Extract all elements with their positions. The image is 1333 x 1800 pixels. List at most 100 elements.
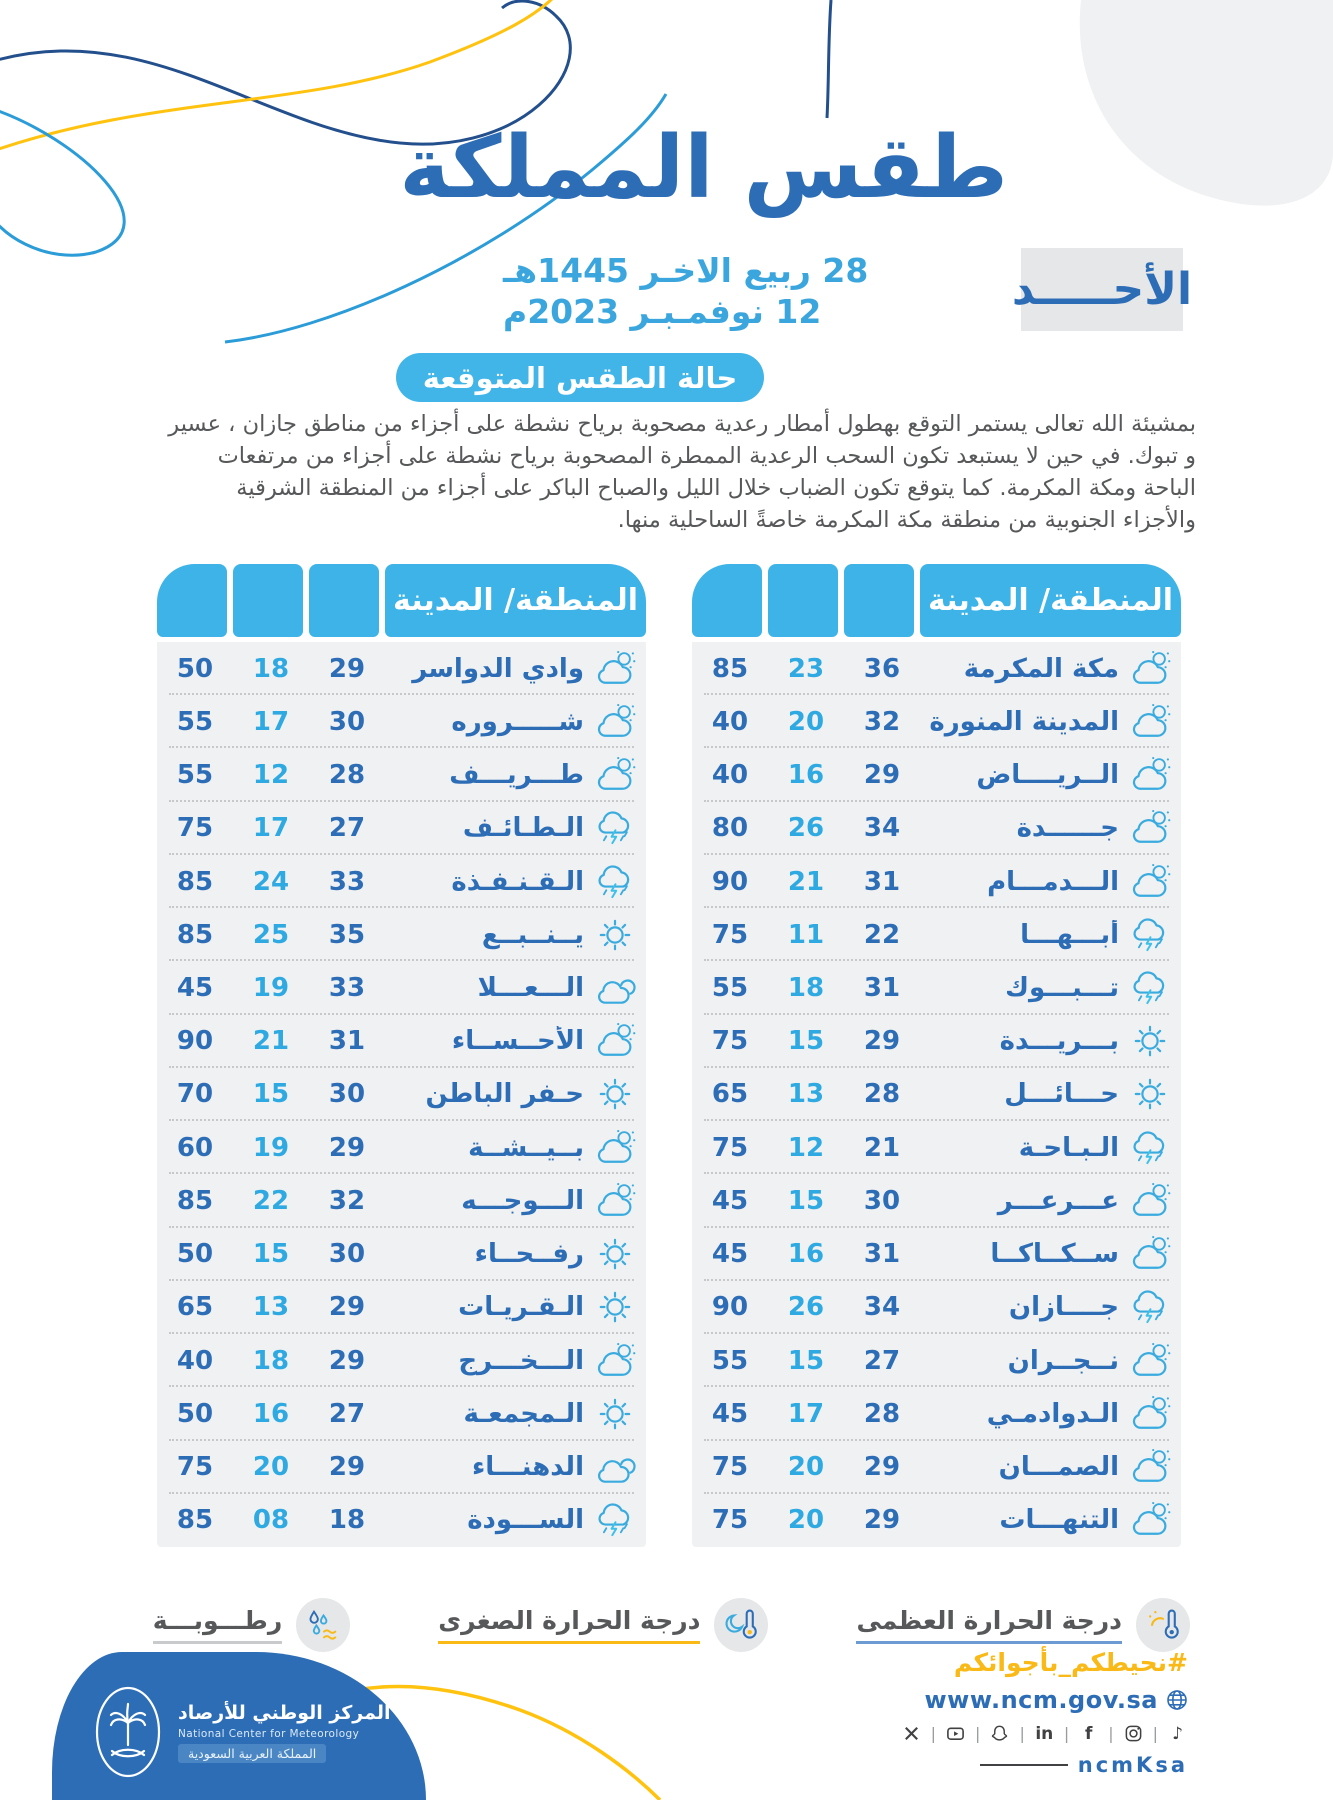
- city-name: رفــحــاء: [474, 1239, 584, 1270]
- globe-icon: [1167, 1690, 1187, 1710]
- max-temp-header: [844, 564, 917, 641]
- city-name: بــيــشــة: [468, 1132, 584, 1163]
- ncm-name-english: National Center for Meteorology: [178, 1727, 360, 1740]
- table-row: تـــبـــوك 31 18 55: [692, 961, 1181, 1015]
- table-row: ســكــاكــا 31 16 45: [692, 1228, 1181, 1282]
- min-temp-value: 20: [252, 1452, 290, 1483]
- table-row: شـــــروره 30 17 55: [157, 695, 646, 749]
- table-row: رفــحــاء 30 15 50: [157, 1228, 646, 1282]
- x-icon: [901, 1723, 922, 1744]
- humidity-value: 50: [176, 653, 214, 684]
- tiktok-icon: ♪: [1172, 1723, 1183, 1744]
- max-temp-value: 29: [328, 653, 366, 684]
- table-row: طـــريـــف 28 12 55: [157, 748, 646, 802]
- storm-icon: [1119, 913, 1181, 957]
- humidity-header: [157, 564, 227, 642]
- humidity-value: 40: [176, 1345, 214, 1376]
- day-badge: الأحـــــد: [1012, 248, 1192, 331]
- city-name: الـبـاحـة: [1018, 1132, 1119, 1163]
- min-temp-header: [233, 564, 306, 641]
- humidity-value: 85: [176, 1505, 214, 1536]
- city-name: جــــــدة: [1016, 813, 1119, 844]
- storm-icon: [584, 806, 646, 850]
- city-name: الأحــســاء: [451, 1026, 584, 1057]
- instagram-icon: [1123, 1723, 1144, 1744]
- max-temp-value: 31: [328, 1026, 366, 1057]
- partly-cloudy-icon: [584, 1019, 646, 1063]
- table-row: الصمـــان 29 20 75: [692, 1441, 1181, 1494]
- storm-icon: [584, 860, 646, 904]
- max-temp-value: 30: [328, 1239, 366, 1270]
- city-name: يــنــبــع: [481, 919, 584, 950]
- table-row: الـقـنـفـذة 33 24 85: [157, 855, 646, 909]
- date-hijri: 28 ربيع الاخـر 1445هـ: [503, 251, 869, 290]
- max-temp-value: 29: [863, 1026, 901, 1057]
- max-temp-value: 35: [328, 919, 366, 950]
- partly-cloudy-icon: [1119, 1232, 1181, 1276]
- max-temp-value: 27: [328, 813, 366, 844]
- ncm-country: المملكة العربية السعودية: [178, 1743, 327, 1763]
- partly-cloudy-icon: [1119, 806, 1181, 850]
- min-temp-value: 19: [252, 1132, 290, 1163]
- table-row: الـــخـــرج 29 18 40: [157, 1334, 646, 1388]
- min-temp-value: 18: [252, 1345, 290, 1376]
- max-temp-value: 31: [863, 1239, 901, 1270]
- humidity-value: 55: [711, 973, 749, 1004]
- table-row: الـقـريـات 29 13 65: [157, 1281, 646, 1335]
- partly-cloudy-icon: [1119, 647, 1181, 691]
- min-temp-header: [768, 564, 841, 641]
- min-temp-value: 15: [787, 1026, 825, 1057]
- table-row: بــيــشــة 29 19 60: [157, 1121, 646, 1175]
- humidity-value: 55: [711, 1345, 749, 1376]
- min-temp-value: 19: [252, 973, 290, 1004]
- max-temp-value: 33: [328, 973, 366, 1004]
- table-row: وادي الدواسر 29 18 50: [157, 642, 646, 696]
- partly-cloudy-icon: [584, 1339, 646, 1383]
- max-temp-value: 28: [863, 1079, 901, 1110]
- separator: |: [975, 1724, 981, 1743]
- humidity-value: 90: [711, 866, 749, 897]
- legend-min-temp: درجة الحرارة الصغرى: [438, 1598, 769, 1652]
- humidity-value: 75: [711, 1452, 749, 1483]
- humidity-value: 45: [711, 1185, 749, 1216]
- max-temp-value: 29: [328, 1292, 366, 1323]
- humidity-value: 80: [711, 813, 749, 844]
- city-name: شـــــروره: [451, 706, 584, 737]
- social-icons-row: | | | in | f | | ♪: [901, 1723, 1188, 1744]
- humidity-value: 65: [711, 1079, 749, 1110]
- max-temp-value: 29: [328, 1345, 366, 1376]
- website-row: www.ncm.gov.sa: [925, 1686, 1189, 1714]
- city-name: الـدوادمـي: [986, 1398, 1119, 1429]
- partly-cloudy-icon: [584, 647, 646, 691]
- city-name: تـــبـــوك: [1005, 973, 1119, 1004]
- min-temp-value: 21: [787, 866, 825, 897]
- max-temp-value: 36: [863, 653, 901, 684]
- table-row: الســـودة 18 08 85: [157, 1494, 646, 1547]
- humidity-value: 55: [176, 760, 214, 791]
- humidity-drops-icon: [296, 1598, 351, 1652]
- min-temp-value: 13: [787, 1079, 825, 1110]
- forecast-paragraph: بمشيئة الله تعالى يستمر التوقع بهطول أمط…: [168, 411, 1196, 533]
- min-temp-value: 25: [252, 919, 290, 950]
- thermometer-sun-icon: [1136, 1598, 1190, 1652]
- max-temp-value: 32: [328, 1185, 366, 1216]
- min-temp-value: 26: [787, 813, 825, 844]
- secondary-weather-table: المنطقة/ المدينة وادي الدواسر 29 18 50: [157, 564, 646, 1547]
- humidity-value: 40: [711, 760, 749, 791]
- table-row: الـطـائـف 27 17 75: [157, 802, 646, 856]
- max-temp-value: 27: [863, 1345, 901, 1376]
- storm-icon: [584, 1498, 646, 1542]
- sunny-icon: [584, 1285, 646, 1329]
- date-block: 28 ربيع الاخـر 1445هـ 12 نوفمـبـر 2023م: [503, 250, 1003, 333]
- table-header: المنطقة/ المدينة: [692, 564, 1181, 642]
- max-temp-value: 22: [863, 919, 901, 950]
- humidity-value: 40: [711, 706, 749, 737]
- city-name: التنهـــات: [999, 1505, 1119, 1536]
- table-body: وادي الدواسر 29 18 50 شـــــروره 30 17 5…: [157, 642, 646, 1547]
- table-row: التنهـــات 29 20 75: [692, 1494, 1181, 1547]
- max-temp-value: 29: [863, 1452, 901, 1483]
- partly-cloudy-icon: [1119, 1392, 1181, 1436]
- table-row: الــريــــاض 29 16 40: [692, 748, 1181, 802]
- max-temp-value: 30: [328, 1079, 366, 1110]
